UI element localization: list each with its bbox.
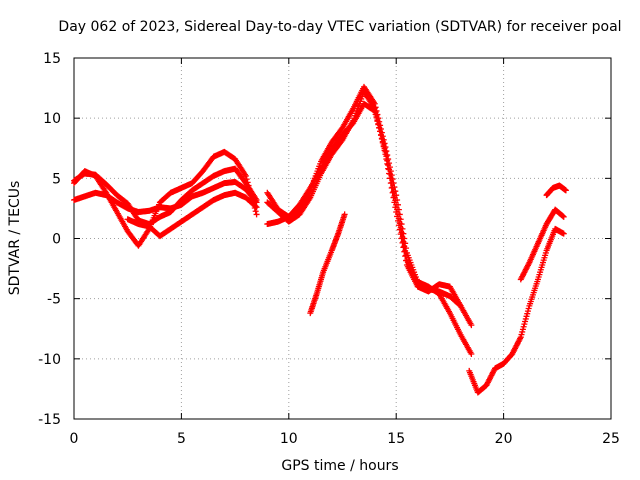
y-tick-label: 5 (52, 171, 61, 187)
data-point (395, 222, 402, 229)
data-point (468, 351, 475, 358)
y-tick-label: 15 (43, 51, 61, 67)
data-point (394, 213, 401, 220)
axis-ticks: 0 5 10 15 20 25 -15 -10 -5 0 5 10 15 (38, 51, 620, 447)
y-axis-label: SDTVAR / TECUs (7, 181, 23, 296)
x-tick-label: 5 (177, 431, 186, 447)
chart-title: Day 062 of 2023, Sidereal Day-to-day VTE… (58, 19, 621, 35)
data-point (371, 105, 378, 112)
data-point (560, 230, 567, 237)
x-tick-label: 20 (495, 431, 513, 447)
data-point (244, 179, 251, 186)
y-tick-label: -10 (38, 352, 61, 368)
data-point (385, 165, 392, 172)
data-point (399, 239, 406, 246)
data-point (375, 120, 382, 127)
data-point (391, 199, 398, 206)
series-track-6 (264, 83, 475, 358)
data-point (402, 253, 409, 260)
data-point (246, 185, 253, 192)
data-point (391, 184, 398, 191)
data-point (396, 226, 403, 233)
data-point (382, 151, 389, 158)
data-point (562, 187, 569, 194)
data-point (398, 235, 405, 242)
x-tick-label: 0 (70, 431, 79, 447)
data-point (372, 109, 379, 116)
data-point (243, 176, 250, 183)
data-point (248, 192, 255, 199)
data-point (374, 116, 381, 123)
series-track-9 (466, 225, 567, 396)
series-track-11 (543, 182, 569, 199)
x-tick-label: 15 (387, 431, 405, 447)
data-point (381, 147, 388, 154)
data-point (394, 217, 401, 224)
y-tick-label: -5 (47, 292, 61, 308)
data-point (390, 194, 397, 201)
x-tick-label: 10 (280, 431, 298, 447)
data-point (397, 231, 404, 238)
data-point (253, 204, 260, 211)
data-point (386, 170, 393, 177)
data-point (560, 213, 567, 220)
data-point (398, 221, 405, 228)
data-point (247, 188, 254, 195)
data-point (403, 245, 410, 252)
series-track-4 (124, 189, 260, 240)
data-point (387, 180, 394, 187)
data-point (253, 196, 260, 203)
data-point (378, 136, 385, 143)
x-axis-label: GPS time / hours (281, 458, 398, 474)
series-track-7 (264, 88, 464, 309)
data-point (400, 244, 407, 251)
data-point (393, 209, 400, 216)
data-point (245, 182, 252, 189)
data-point (401, 248, 408, 255)
data-point (252, 203, 259, 210)
x-tick-label: 25 (602, 431, 620, 447)
data-point (388, 184, 395, 191)
data-point (242, 172, 249, 179)
data-point (376, 124, 383, 131)
data-point (389, 189, 396, 196)
data-point (380, 143, 387, 150)
data-point (403, 257, 410, 264)
data-point (399, 225, 406, 232)
grid (74, 58, 611, 419)
data-point (377, 132, 384, 139)
data-point (253, 211, 260, 218)
data-point (379, 139, 386, 146)
data-point (377, 128, 384, 135)
data-point (392, 204, 399, 211)
series-track-8 (307, 211, 348, 317)
data-point (386, 175, 393, 182)
data-point (384, 160, 391, 167)
data-point (389, 176, 396, 183)
data-points (71, 83, 569, 396)
data-point (373, 113, 380, 120)
y-tick-label: 0 (52, 232, 61, 248)
y-tick-label: 10 (43, 111, 61, 127)
series-track-10 (517, 206, 567, 283)
data-point (457, 302, 464, 309)
data-point (341, 211, 348, 218)
y-tick-label: -15 (38, 412, 61, 428)
series-track-3 (71, 148, 260, 249)
data-point (468, 322, 475, 329)
data-point (383, 156, 390, 163)
